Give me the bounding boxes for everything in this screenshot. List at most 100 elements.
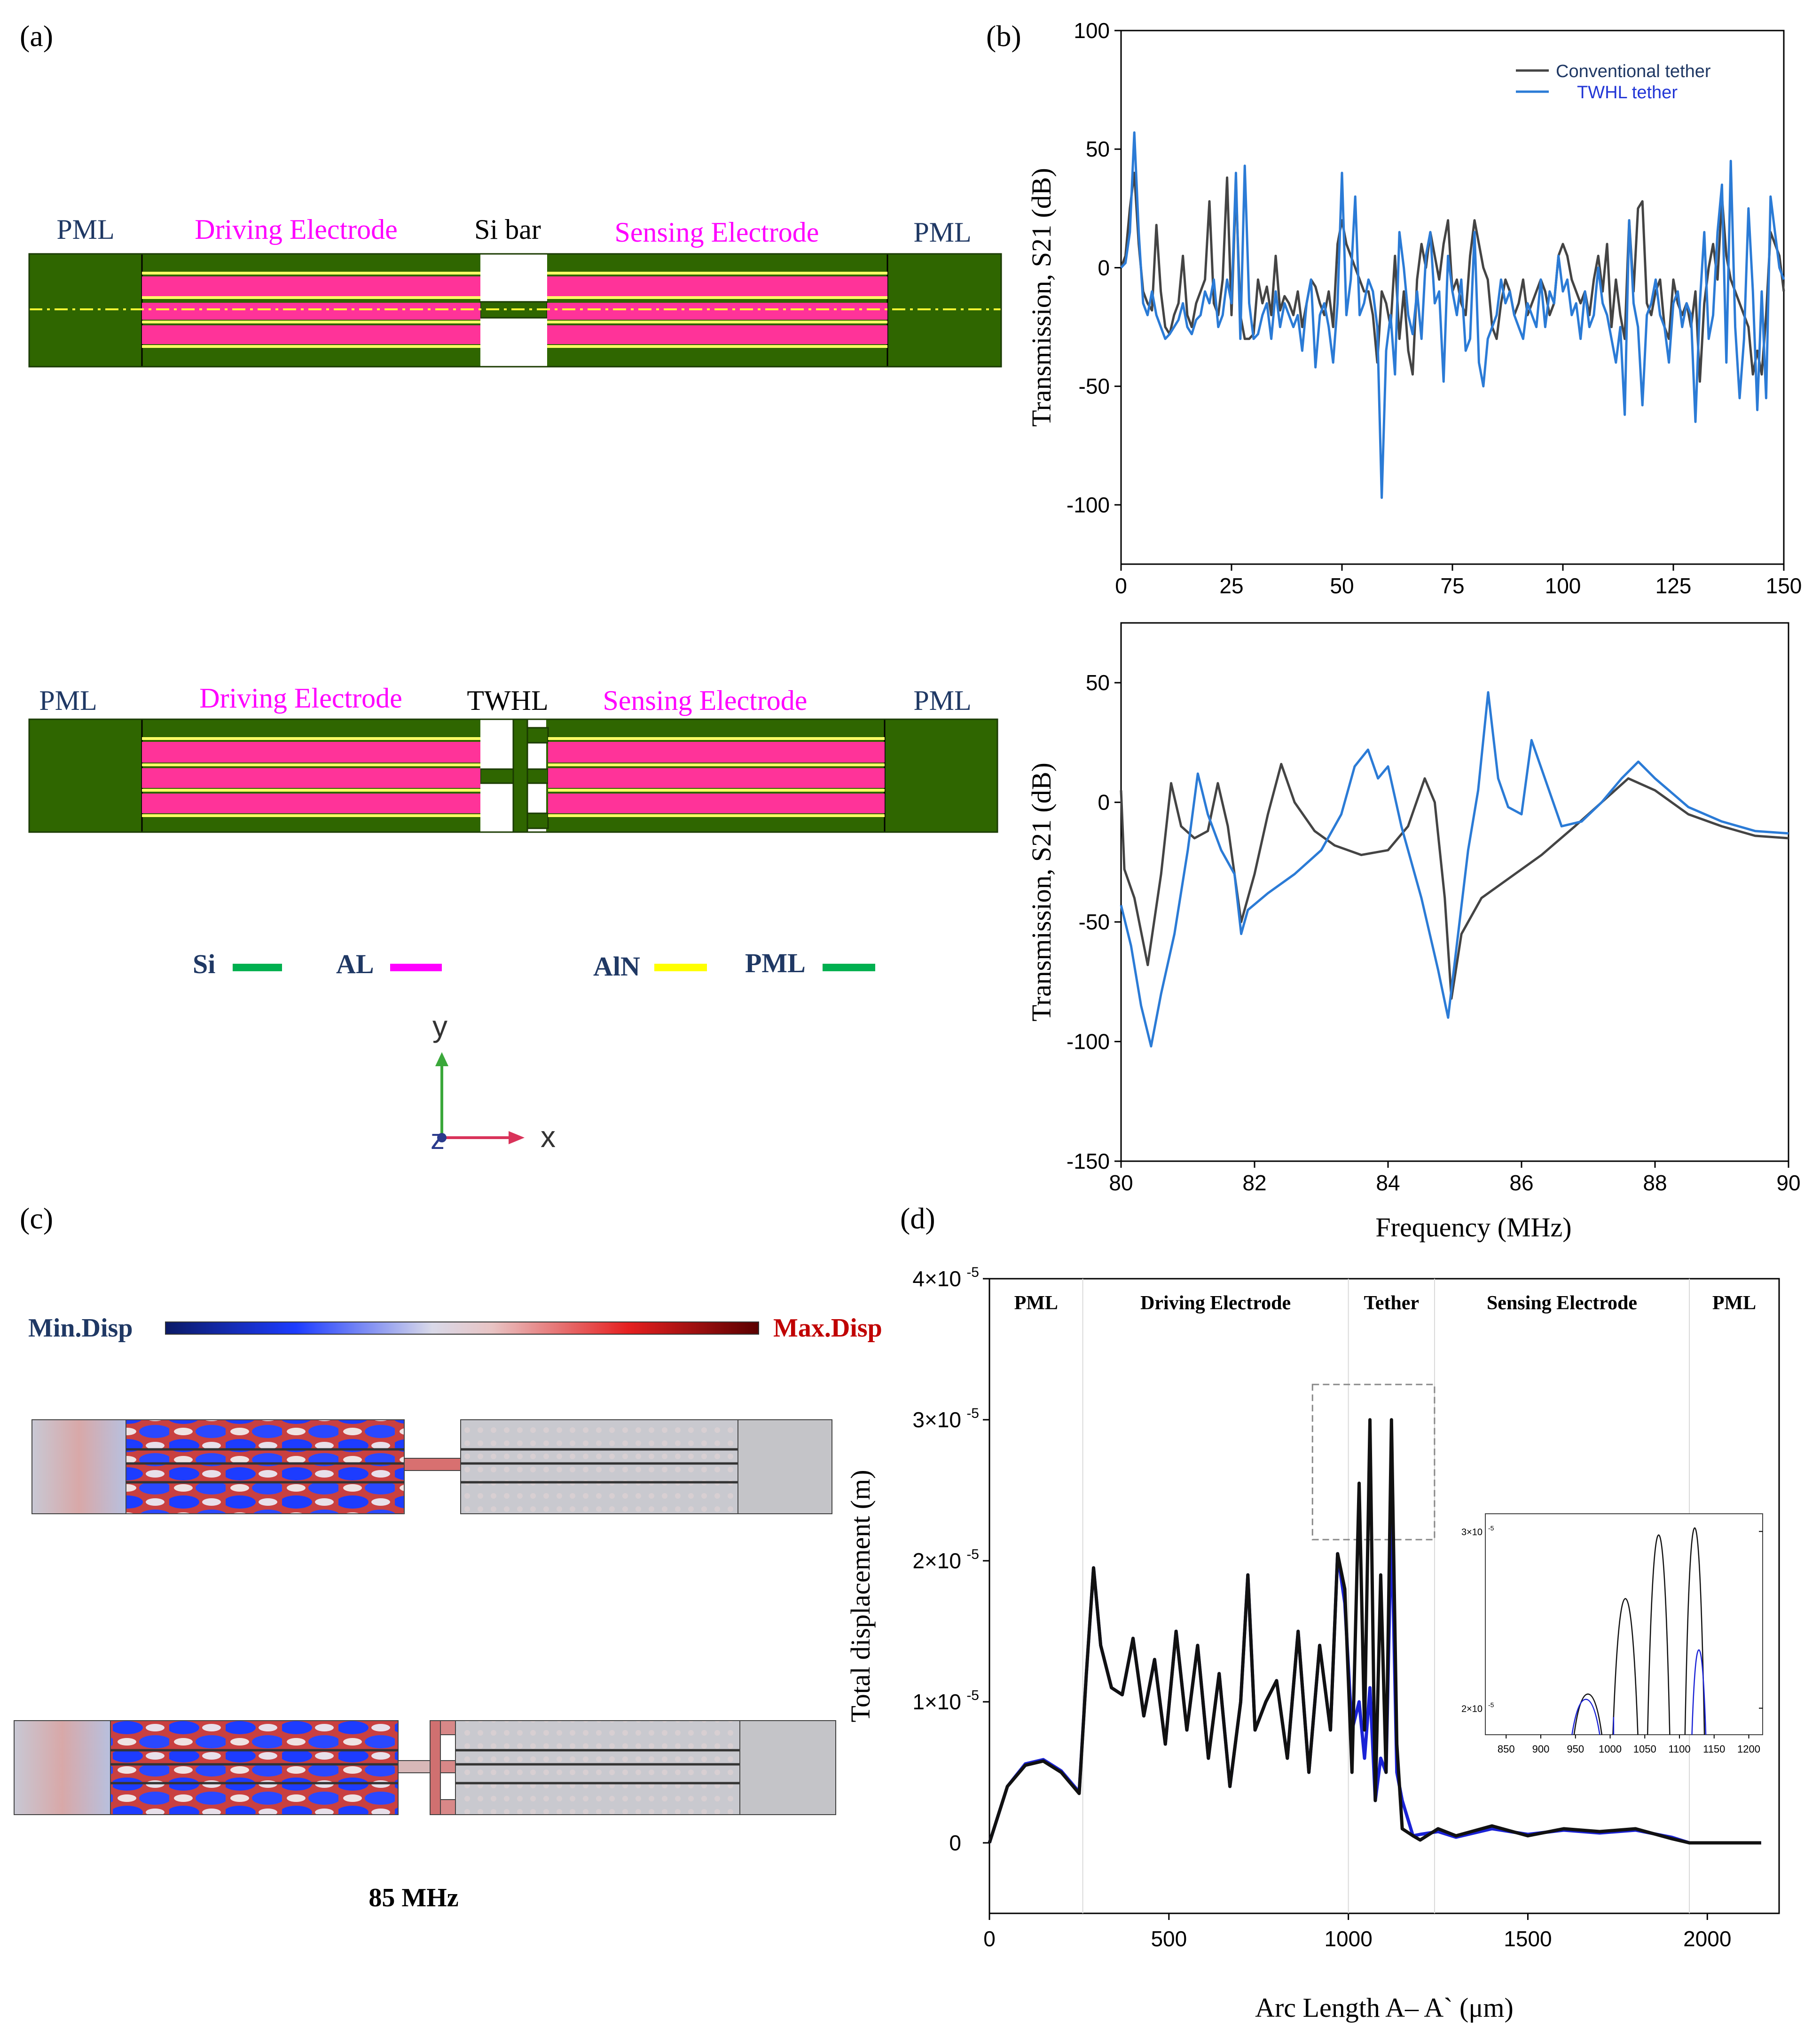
legend-pml-label: PML [745,948,806,978]
series-line-1 [1120,131,1785,499]
panel-c-label: (c) [20,1202,54,1235]
y-tick-label: 50 [1086,137,1110,161]
chart-b-bottom: 80 82 84 86 88 90 50 0 -50 -100 -150 Transmission, … [1026,622,1801,1195]
legend-si-label: Si [193,949,215,979]
x-tick-label: 88 [1643,1171,1667,1195]
axis-y-label: y [432,1009,447,1043]
x-tick-label: 84 [1376,1171,1400,1195]
y-tick-label: 0 [1098,790,1110,815]
region-label-4: PML [1712,1292,1756,1314]
label-pml-right-top: PML [913,217,971,248]
inset-x-tick-label: 1200 [1737,1743,1760,1755]
panel-c-maps: Min.Disp Max.Disp 85 MHz [14,1313,882,1912]
label-pml-right-bottom: PML [913,685,971,716]
x-tick-label: 125 [1655,574,1692,598]
inset-x-tick-label: 1000 [1599,1743,1622,1755]
driving-electrode-layers [142,272,480,348]
inset-y-tick-exponent: -5 [1488,1701,1494,1709]
label-driving-top: Driving Electrode [195,214,398,245]
x-tick-label: 150 [1766,574,1802,598]
y-tick-label: -150 [1067,1149,1110,1173]
x-tick-label: 86 [1509,1171,1533,1195]
device-twhl [28,718,998,833]
inset-frame [1485,1513,1763,1735]
sensing-electrode-layers [547,272,887,348]
min-disp-label: Min.Disp [28,1313,133,1343]
x-tick-label: 0 [1115,574,1127,598]
y-tick-label: 100 [1074,18,1110,43]
label-tether-top: Si bar [474,214,541,245]
inset-peak-3 [1684,1527,1705,1735]
legend-pml-swatch [823,964,875,971]
plot-frame [988,1278,1780,1914]
device-si-bar [28,253,1002,368]
y-tick-label: -100 [1067,493,1110,517]
inset-peak-1 [1612,1598,1639,1735]
y-tick-exponent: -5 [966,1406,979,1421]
material-legend: Si AL AlN PML [193,948,875,982]
y-tick-exponent: -5 [966,1265,979,1280]
inset-x-tick-label: 950 [1567,1743,1584,1755]
x-tick-label: 1500 [1504,1927,1552,1951]
map-si-bar [31,1419,832,1514]
y-tick-exponent: -5 [966,1547,979,1562]
region-label-2: Tether [1364,1292,1419,1314]
panel-b-charts: 0 25 50 75 100 125 150 100 50 0 -50 -100 Transmissio… [1026,18,1802,1243]
max-disp-label: Max.Disp [773,1313,882,1343]
x-tick-label: 90 [1776,1171,1800,1195]
x-tick-label: 25 [1219,574,1243,598]
legend-label-0: Conventional tether [1556,62,1711,81]
inset-x-tick-label: 1100 [1668,1743,1690,1755]
map-twhl [14,1720,836,1815]
x-tick-label: 75 [1440,574,1464,598]
y-tick-label: 4×10 [912,1266,961,1291]
region-label-1: Driving Electrode [1140,1292,1291,1314]
inset-x-tick-label: 850 [1498,1743,1515,1755]
chart-b-xlabel: Frequency (MHz) [1375,1212,1571,1243]
coordinate-triad: y x z [431,1009,556,1155]
legend-aln-swatch [654,964,707,971]
y-tick-label: 2×10 [912,1549,961,1573]
inset-peak-0 [1573,1693,1603,1735]
y-tick-label: 0 [1098,255,1110,280]
x-tick-label: 82 [1242,1171,1266,1195]
inset-blue-peak-1 [1691,1649,1707,1735]
panel-d-label: (d) [900,1202,935,1235]
panel-a-label: (a) [20,19,54,53]
x-tick-label: 0 [983,1927,996,1951]
panel-b-label: (b) [986,19,1021,53]
sensing-electrode-layers-2 [548,737,885,817]
inset-y-tick-label: 3×10 [1461,1527,1483,1538]
driving-electrode-layers-2 [142,737,480,817]
zoom-box [1311,1384,1436,1541]
region-label-0: PML [1014,1292,1058,1314]
axis-x-label: x [541,1120,556,1154]
plot-frame [1120,622,1789,1162]
axis-z-label: z [431,1124,445,1155]
y-tick-label: -50 [1079,910,1110,934]
label-sensing-bottom: Sensing Electrode [603,685,808,716]
x-tick-label: 50 [1330,574,1354,598]
series-line-1 [1120,691,1789,1048]
inset-peak-2 [1647,1534,1671,1735]
legend-label-1: TWHL tether [1577,83,1678,102]
y-tick-label: 50 [1086,670,1110,695]
y-axis-label: Total displacement (m) [845,1470,876,1722]
label-driving-bottom: Driving Electrode [199,683,402,714]
inset-x-tick-label: 900 [1532,1743,1550,1755]
y-tick-label: -100 [1067,1030,1110,1054]
inset-x-tick-label: 1050 [1633,1743,1656,1755]
label-sensing-top: Sensing Electrode [615,217,819,248]
colorbar [165,1321,759,1335]
legend-si-swatch [233,964,282,971]
region-label-3: Sensing Electrode [1487,1292,1637,1314]
y-tick-label: 1×10 [912,1690,961,1714]
y-tick-label: 0 [949,1831,961,1855]
y-axis-label: Transmission, S21 (dB) [1026,763,1057,1022]
x-tick-label: 100 [1545,574,1581,598]
y-tick-exponent: -5 [966,1688,979,1703]
label-pml-left-top: PML [56,214,114,245]
inset-y-tick-exponent: -5 [1488,1525,1494,1532]
